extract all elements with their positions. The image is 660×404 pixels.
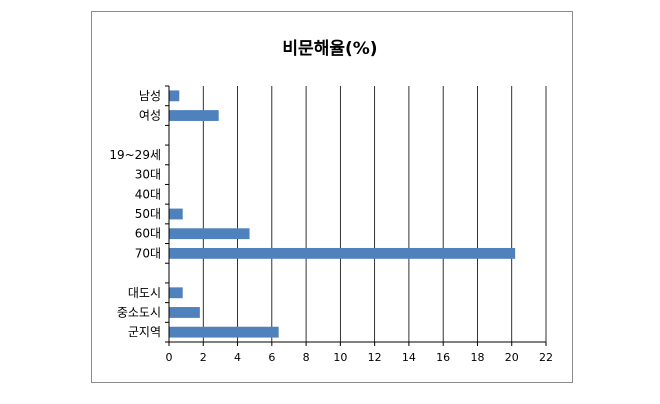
x-tick-label: 16 [436, 351, 450, 364]
category-label: 50대 [135, 207, 161, 221]
x-tick-label: 8 [303, 351, 310, 364]
category-label: 60대 [135, 227, 161, 241]
bar [169, 90, 180, 102]
bar [169, 247, 516, 259]
x-tick-label: 6 [268, 351, 275, 364]
bar [169, 110, 219, 121]
category-label: 대도시 [128, 286, 161, 300]
x-tick-label: 0 [166, 351, 173, 364]
x-tick-label: 12 [368, 351, 382, 364]
bar [169, 287, 183, 299]
x-tick-label: 10 [333, 351, 347, 364]
x-tick-label: 4 [234, 351, 241, 364]
category-label: 중소도시 [117, 305, 161, 319]
x-tick-label: 20 [505, 351, 519, 364]
category-label: 여성 [139, 109, 161, 123]
category-label: 70대 [135, 246, 161, 260]
bar [169, 208, 183, 220]
chart-title: 비문해율(%) [282, 39, 378, 59]
category-label: 30대 [135, 168, 161, 182]
x-tick-label: 18 [470, 351, 484, 364]
x-tick-label: 2 [200, 351, 207, 364]
category-label: 남성 [139, 89, 161, 103]
x-tick-label: 22 [539, 351, 553, 364]
bar [169, 326, 279, 338]
bar [169, 228, 250, 240]
bar [169, 307, 200, 318]
x-tick-label: 14 [402, 351, 416, 364]
category-label: 군지역 [128, 325, 161, 339]
category-label: 40대 [135, 187, 161, 201]
category-label: 19~29세 [109, 148, 161, 162]
plot-area [169, 86, 546, 342]
